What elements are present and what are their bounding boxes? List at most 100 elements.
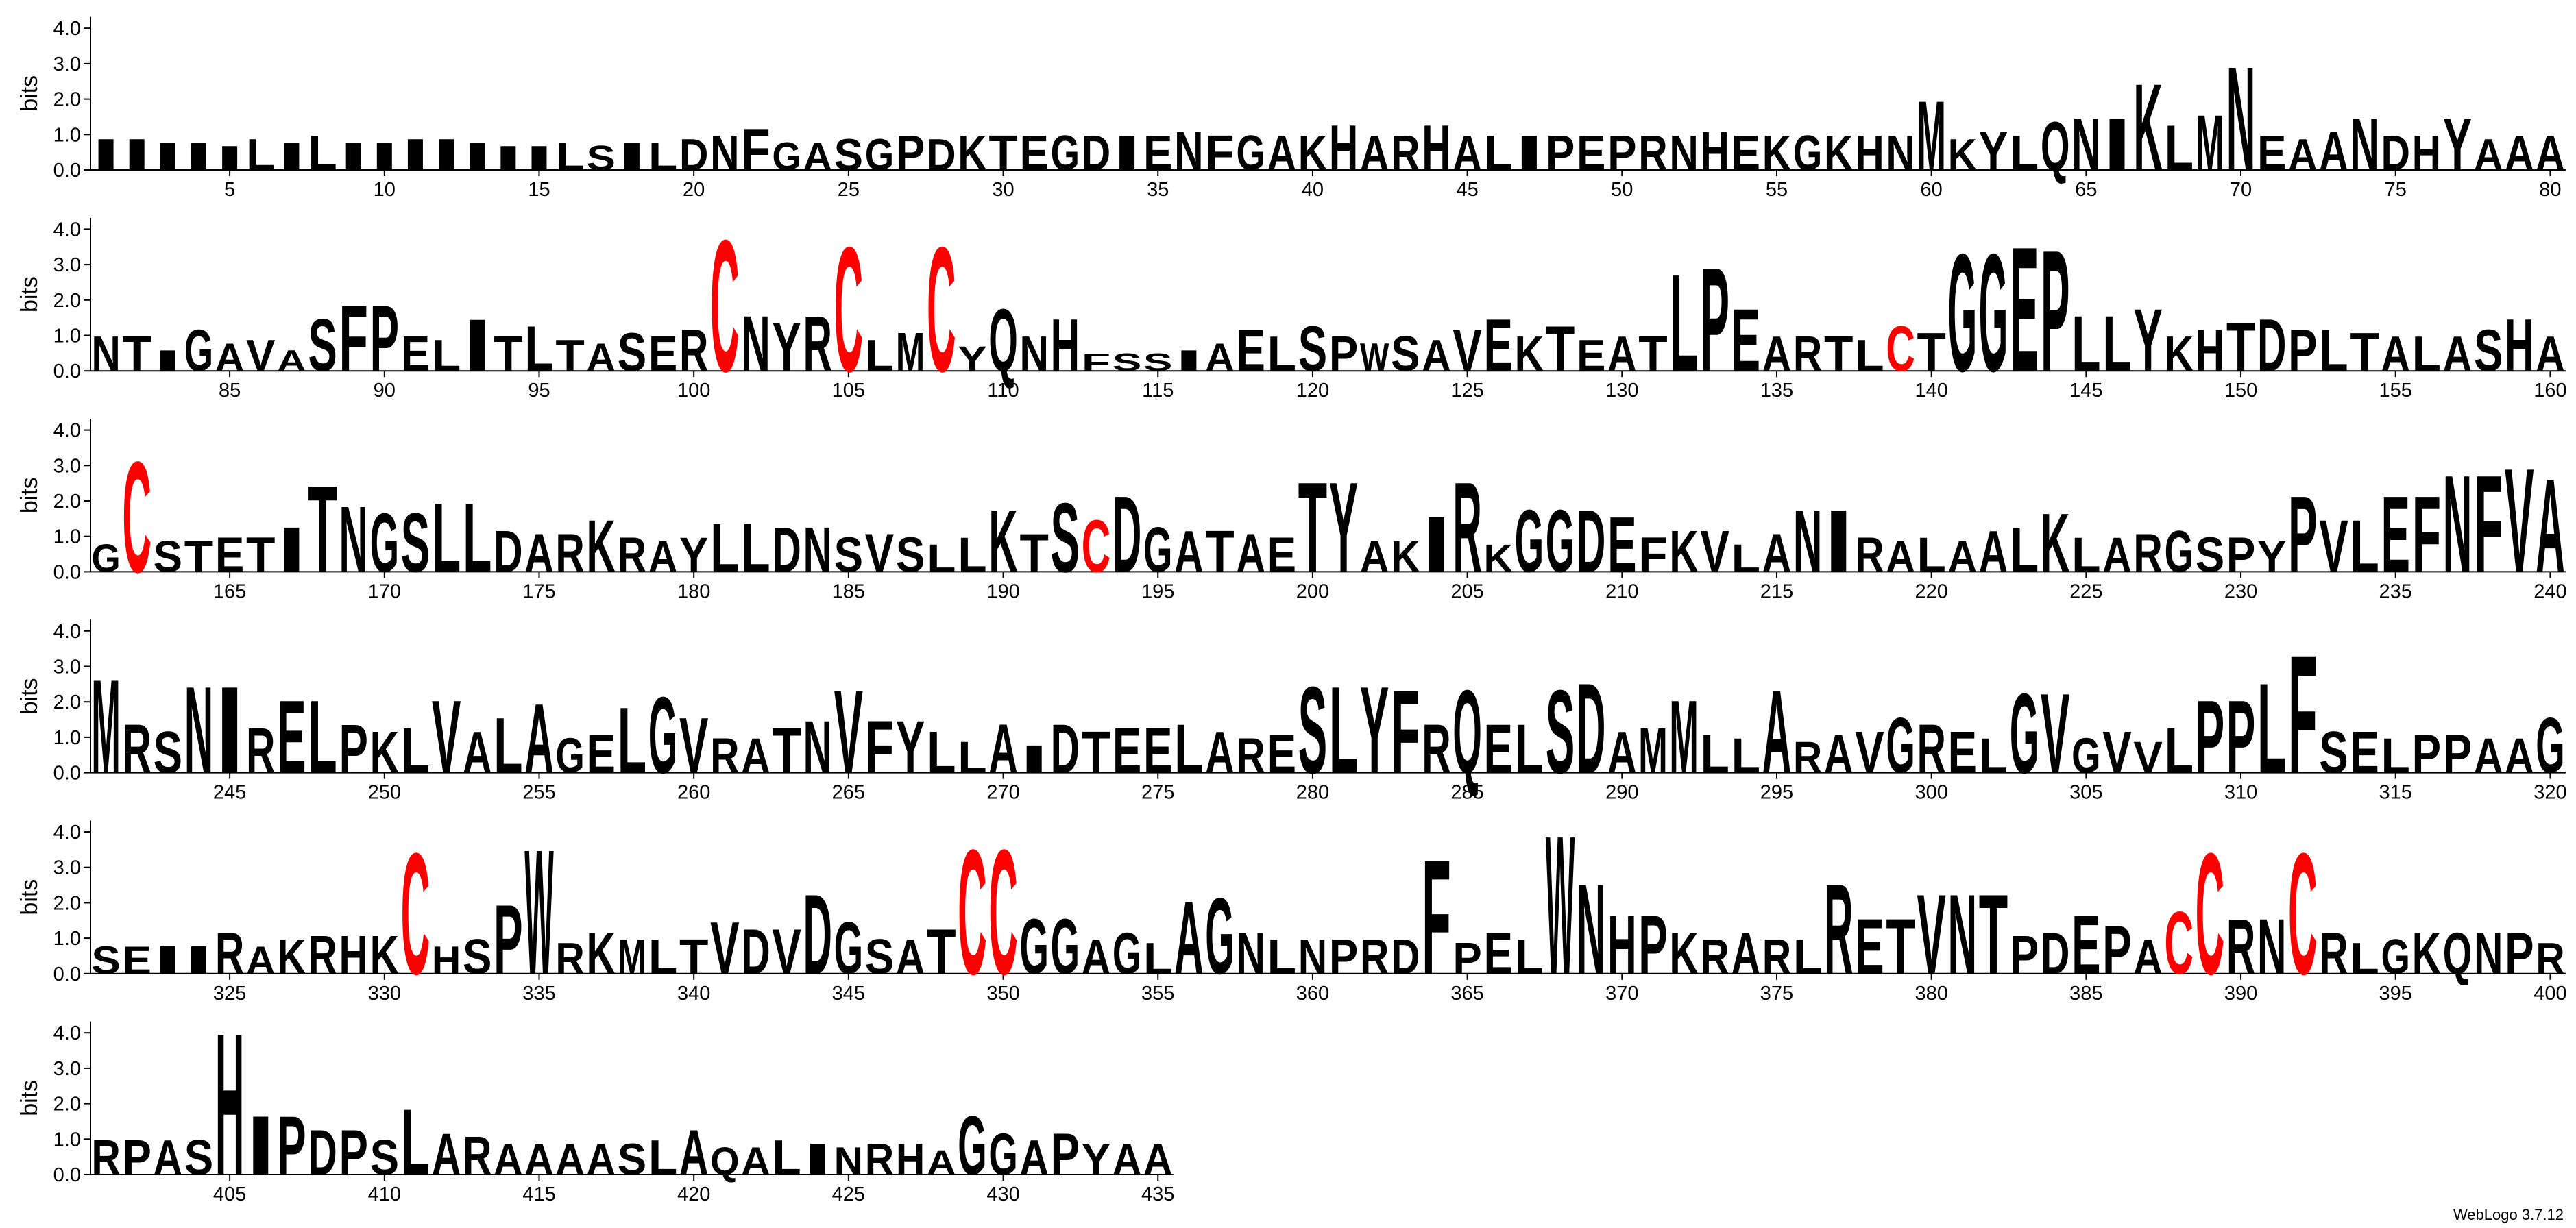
- x-tick-label: 265: [832, 782, 865, 804]
- logo-letter: R: [2536, 933, 2564, 983]
- logo-letter: P: [2010, 925, 2039, 986]
- logo-letter: T: [1205, 518, 1234, 585]
- logo-letter: F: [1638, 528, 1667, 582]
- logo-letter: A: [1360, 532, 1389, 581]
- logo-letter: T: [122, 327, 151, 382]
- x-tick-label: 345: [832, 983, 865, 1005]
- logo-letter: P: [2288, 317, 2317, 383]
- logo-letter: N: [2350, 103, 2379, 186]
- logo-letter: V: [772, 916, 801, 988]
- x-tick-label: 425: [832, 1183, 865, 1205]
- logo-letter: A: [2133, 929, 2162, 984]
- logo-letter: E: [1577, 125, 1605, 180]
- logo-letter: E: [1113, 714, 1141, 787]
- logo-letter: G: [1051, 125, 1080, 180]
- logo-letter: S: [91, 938, 120, 982]
- logo-letter: A: [2474, 130, 2503, 179]
- logo-letter: G: [834, 907, 863, 990]
- x-tick-label: 45: [1456, 179, 1478, 201]
- logo-letter: G: [988, 1120, 1017, 1187]
- x-tick-label: 390: [2224, 983, 2257, 1005]
- logo-letter: K: [370, 925, 399, 986]
- logo-letter: A: [154, 1130, 182, 1185]
- logo-letter: R: [246, 714, 275, 787]
- logo-letter: G: [958, 1098, 986, 1192]
- logo-letter: P: [2226, 528, 2255, 582]
- logo-letter: R: [122, 711, 151, 788]
- logo-letter: C: [122, 428, 151, 605]
- logo-letter: I: [524, 138, 553, 177]
- logo-letter: E: [2010, 210, 2039, 408]
- logo-letter: D: [679, 130, 708, 179]
- logo-letter: F: [2412, 474, 2441, 595]
- logo-letter: H: [1051, 305, 1080, 388]
- logo-letter: H: [339, 925, 367, 986]
- x-tick-label: 370: [1605, 983, 1638, 1005]
- x-tick-label: 105: [832, 380, 865, 402]
- logo-letter: D: [1391, 929, 1420, 984]
- logo-letter: L: [2319, 317, 2348, 383]
- logo-letter: V: [1855, 719, 1884, 785]
- logo-letter: E: [1948, 719, 1977, 785]
- logo-letter: C: [988, 813, 1017, 1011]
- y-tick-label: 2.0: [53, 290, 81, 312]
- x-tick-label: 110: [987, 380, 1019, 402]
- logo-letter: G: [2071, 728, 2100, 783]
- x-tick-label: 400: [2534, 983, 2566, 1005]
- logo-letter: A: [1174, 518, 1203, 585]
- logo-letter: T: [1546, 312, 1575, 385]
- logo-letter: V: [246, 331, 275, 380]
- logo-letter: A: [1422, 331, 1450, 380]
- logo-letter: C: [710, 201, 739, 411]
- x-tick-label: 225: [2069, 580, 2102, 602]
- logo-letter: T: [1886, 902, 1915, 990]
- logo-letter: S: [896, 528, 925, 582]
- x-tick-label: 290: [1605, 782, 1638, 804]
- logo-letter: R: [1391, 125, 1420, 180]
- x-tick-label: 300: [1915, 782, 1947, 804]
- logo-letter: A: [1205, 719, 1234, 785]
- logo-letter: A: [741, 728, 770, 783]
- logo-letter: D: [1051, 711, 1080, 788]
- logo-letter: L: [1701, 724, 1729, 785]
- logo-letter: F: [1082, 349, 1110, 376]
- x-tick-label: 340: [677, 983, 710, 1005]
- logo-letter: K: [1669, 518, 1698, 585]
- logo-letter: S: [1298, 661, 1327, 799]
- logo-letter: A: [1267, 125, 1296, 180]
- logo-letter: S: [401, 496, 430, 590]
- logo-letter: Y: [896, 707, 925, 789]
- logo-letter: P: [2102, 911, 2131, 989]
- y-tick-label: 3.0: [53, 656, 81, 678]
- logo-letter: N: [2443, 447, 2472, 602]
- logo-letter: S: [2319, 719, 2348, 785]
- logo-letter: S: [1298, 312, 1327, 385]
- logo-letter: L: [2010, 125, 2039, 180]
- logo-letter: A: [1731, 920, 1760, 986]
- logo-letter: E: [2257, 125, 2286, 180]
- logo-letter: A: [587, 336, 616, 380]
- logo-letter: S: [1546, 665, 1575, 798]
- logo-letter: L: [772, 1130, 801, 1185]
- logo-letter: S: [2196, 528, 2224, 582]
- logo-letter: G: [2165, 518, 2194, 585]
- logo-letter: T: [1917, 322, 1945, 383]
- logo-letter: L: [1484, 125, 1513, 180]
- logo-letter: Q: [1453, 665, 1481, 798]
- logo-letter: D: [741, 916, 770, 988]
- logo-letter: H: [1701, 121, 1729, 182]
- x-tick-label: 375: [1760, 983, 1793, 1005]
- logo-letter: D: [2041, 920, 2069, 986]
- logo-letter: Q: [2041, 108, 2069, 186]
- logo-letter: A: [2536, 125, 2564, 180]
- logo-letter: N: [184, 661, 213, 799]
- logo-letter: A: [927, 1143, 956, 1182]
- logo-letter: A: [2505, 728, 2534, 783]
- logo-letter: F: [1422, 826, 1450, 1009]
- logo-letter: P: [2443, 724, 2472, 785]
- y-tick-label: 1.0: [53, 1129, 81, 1151]
- logo-letter: S: [184, 1130, 213, 1185]
- logo-letter: A: [277, 344, 306, 377]
- logo-letter: K: [1948, 130, 1977, 179]
